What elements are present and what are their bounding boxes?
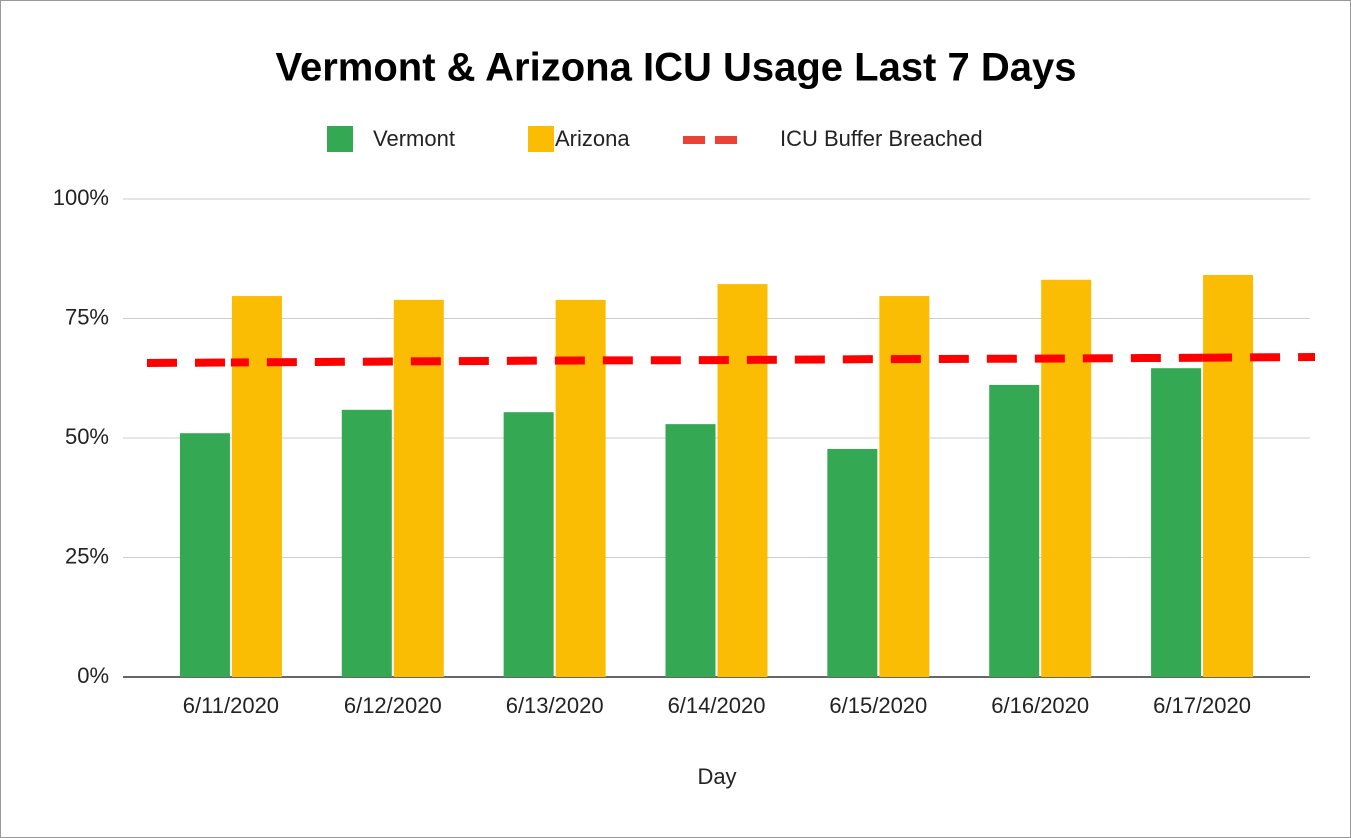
bar <box>879 296 930 677</box>
y-tick-label: 50% <box>65 424 109 449</box>
bar <box>341 409 392 677</box>
x-tick-label: 6/17/2020 <box>1153 693 1251 718</box>
legend-label: Vermont <box>373 126 455 151</box>
bar <box>1151 368 1202 677</box>
bar <box>665 424 716 677</box>
legend-label: ICU Buffer Breached <box>780 126 983 151</box>
bar <box>717 284 768 677</box>
bar <box>989 384 1040 677</box>
x-tick-label: 6/16/2020 <box>991 693 1089 718</box>
bar <box>827 448 878 677</box>
x-tick-label: 6/14/2020 <box>668 693 766 718</box>
x-tick-label: 6/15/2020 <box>829 693 927 718</box>
bar <box>1203 275 1254 677</box>
chart-title: Vermont & Arizona ICU Usage Last 7 Days <box>276 46 1077 90</box>
line-series <box>230 353 1203 367</box>
legend-swatch <box>528 126 554 152</box>
bar <box>393 299 444 677</box>
bar <box>179 433 230 677</box>
x-axis-label: Day <box>697 764 736 789</box>
y-tick-label: 0% <box>77 663 109 688</box>
bar <box>503 412 554 677</box>
x-tick-label: 6/13/2020 <box>506 693 604 718</box>
x-tick-label: 6/12/2020 <box>344 693 442 718</box>
legend-label: Arizona <box>555 126 630 151</box>
y-tick-label: 100% <box>53 185 109 210</box>
y-tick-label: 75% <box>65 304 109 329</box>
bar <box>1041 279 1092 677</box>
bar <box>231 296 282 677</box>
y-tick-label: 25% <box>65 543 109 568</box>
legend-swatch <box>327 126 353 152</box>
x-tick-label: 6/11/2020 <box>183 693 279 718</box>
bar <box>555 299 606 677</box>
line-extension <box>1202 353 1316 362</box>
